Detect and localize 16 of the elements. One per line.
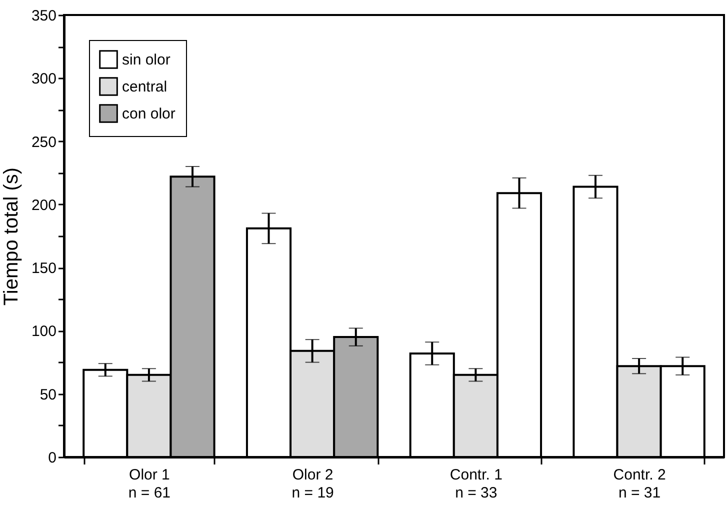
- y-tick-label: 150: [31, 260, 56, 278]
- legend-label: central: [122, 78, 168, 96]
- y-tick-label: 250: [31, 134, 56, 151]
- legend-label: sin olor: [122, 52, 170, 68]
- y-tick-label: 350: [31, 8, 56, 24]
- y-axis-title: Tiempo total (s): [0, 167, 22, 306]
- x-tick-label: Contr. 2 n = 31: [613, 466, 666, 502]
- x-tick-label: Olor 1 n = 61: [128, 466, 171, 502]
- x-tick-label: Contr. 1 n = 33: [450, 466, 502, 502]
- y-tick-label: 50: [40, 386, 56, 404]
- y-tick-label: 200: [31, 196, 56, 214]
- x-tick-label: Olor 2 n = 19: [292, 466, 334, 502]
- y-tick-label: 300: [31, 70, 56, 88]
- y-tick-label: 100: [31, 323, 56, 340]
- legend-label: con olor: [122, 106, 176, 122]
- y-tick-label: 0: [48, 450, 56, 466]
